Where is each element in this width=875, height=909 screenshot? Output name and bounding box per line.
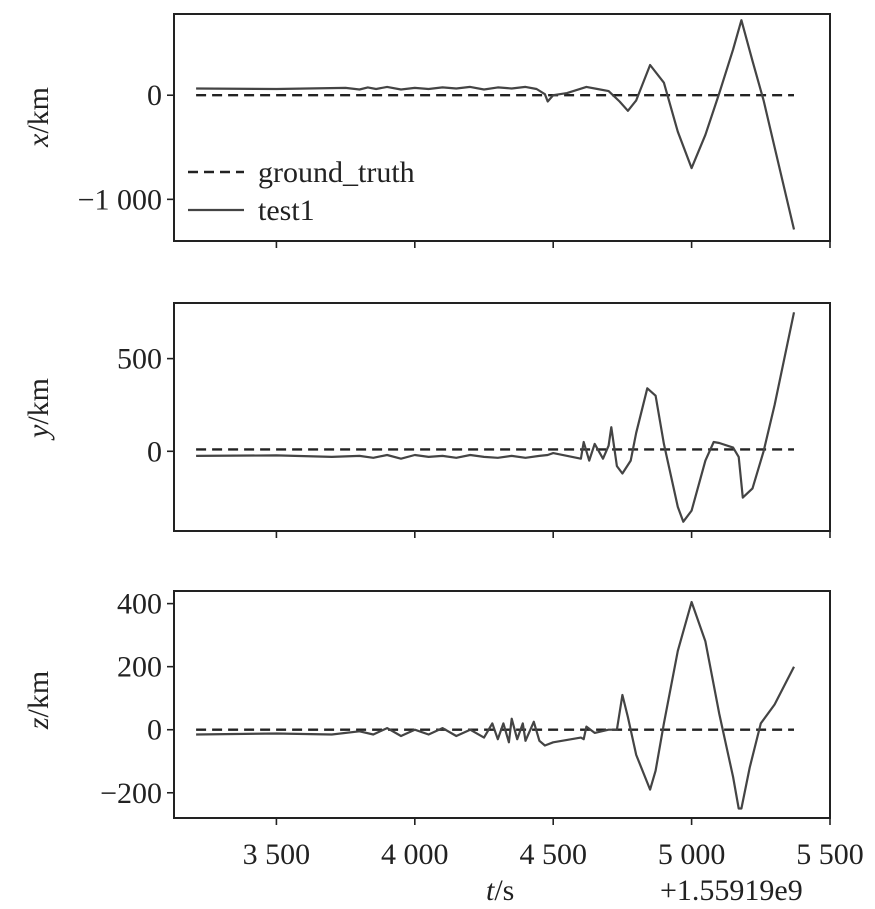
plot-frame-z bbox=[173, 590, 831, 819]
series-test1-z bbox=[196, 600, 795, 810]
y-tick-label-z: −200 bbox=[100, 777, 162, 810]
plot-frame-y bbox=[173, 302, 831, 532]
svg-text:t/s: t/s bbox=[486, 874, 514, 907]
plot-frame-x bbox=[173, 13, 831, 242]
x-tick-label: 5 500 bbox=[796, 838, 864, 871]
panel-z: −200 0 200 400 3 500 4 000 4 500 5 000 5 500 z/km bbox=[22, 588, 864, 871]
y-tick-label-y: 500 bbox=[117, 343, 162, 376]
y-axis-label-x: x/km bbox=[22, 87, 55, 148]
x-axis-unit: /s bbox=[494, 874, 514, 907]
panel-x: −1 000 0 x/km bbox=[22, 13, 831, 248]
x-axis-label: t/s bbox=[486, 874, 514, 907]
x-tick-label: 4 000 bbox=[381, 838, 449, 871]
y-axis-label-y: y/km bbox=[22, 378, 55, 441]
legend-test1-label: test1 bbox=[258, 194, 315, 227]
y-tick-label-z: 200 bbox=[117, 651, 162, 684]
x-axis-var: t bbox=[486, 874, 495, 907]
y-tick-label-z: 0 bbox=[147, 714, 162, 747]
x-offset-text: +1.55919e9 bbox=[660, 874, 803, 907]
x-tick-label: 3 500 bbox=[243, 838, 311, 871]
y-tick-label-y: 0 bbox=[147, 435, 162, 468]
legend: ground_truth test1 bbox=[188, 156, 415, 227]
panel-y: 0 500 y/km bbox=[22, 302, 831, 538]
series-test1-y bbox=[196, 312, 796, 523]
y-axis-label-z: z/km bbox=[22, 671, 55, 730]
y-tick-label-x: −1 000 bbox=[78, 183, 162, 216]
legend-ground-truth-label: ground_truth bbox=[258, 156, 415, 189]
x-tick-label: 4 500 bbox=[519, 838, 587, 871]
series-test1-x bbox=[196, 19, 796, 230]
x-tick-label: 5 000 bbox=[658, 838, 726, 871]
y-tick-label-x: 0 bbox=[147, 79, 162, 112]
y-tick-label-z: 400 bbox=[117, 588, 162, 621]
